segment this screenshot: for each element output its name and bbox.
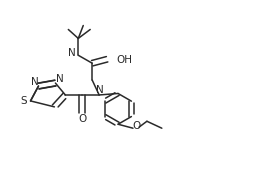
Text: O: O — [133, 121, 141, 131]
Text: N: N — [96, 85, 104, 95]
Text: N: N — [68, 48, 76, 58]
Text: N: N — [31, 77, 38, 87]
Text: N: N — [55, 74, 63, 84]
Text: S: S — [20, 96, 27, 106]
Text: OH: OH — [116, 55, 132, 65]
Text: O: O — [78, 114, 87, 124]
